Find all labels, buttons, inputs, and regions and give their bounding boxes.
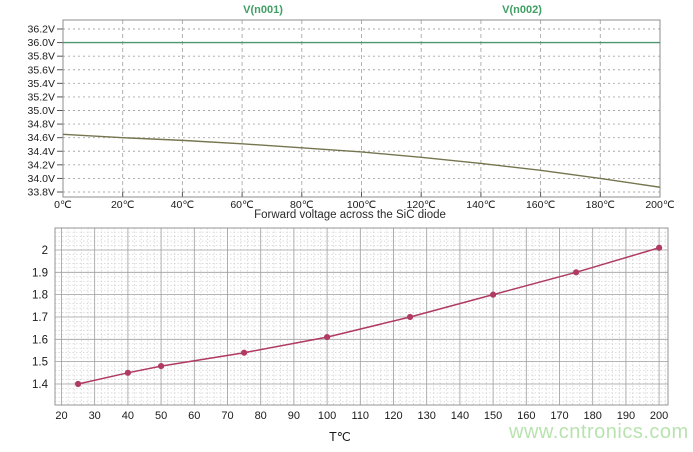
svg-text:20℃: 20℃ — [111, 199, 135, 211]
svg-text:30: 30 — [89, 410, 101, 422]
svg-text:1.7: 1.7 — [32, 312, 48, 324]
svg-text:36.0V: 36.0V — [28, 37, 55, 49]
svg-text:35.2V: 35.2V — [28, 91, 55, 103]
svg-text:35.8V: 35.8V — [28, 51, 55, 63]
svg-text:60: 60 — [188, 410, 200, 422]
svg-text:40℃: 40℃ — [171, 199, 195, 211]
svg-text:190: 190 — [617, 410, 635, 422]
svg-text:180℃: 180℃ — [586, 199, 616, 211]
svg-text:200℃: 200℃ — [645, 199, 675, 211]
bottom-chart-x-axis-label: T℃ — [329, 430, 351, 444]
svg-text:60℃: 60℃ — [230, 199, 254, 211]
svg-text:150: 150 — [484, 410, 502, 422]
svg-text:170: 170 — [550, 410, 568, 422]
svg-text:160: 160 — [517, 410, 535, 422]
svg-text:160℃: 160℃ — [526, 199, 556, 211]
svg-text:130: 130 — [418, 410, 436, 422]
svg-text:1.6: 1.6 — [32, 334, 48, 346]
bottom-chart-canvas: 20 30 40 50 60 70 80 90 100 110 120 130 140 150 160 170… — [32, 227, 669, 422]
svg-text:34.6V: 34.6V — [28, 132, 55, 144]
trace-label-vn002: V(n002) — [502, 4, 542, 16]
svg-text:34.8V: 34.8V — [28, 119, 55, 131]
svg-text:80℃: 80℃ — [290, 199, 314, 211]
svg-text:1.4: 1.4 — [32, 379, 49, 391]
svg-text:100℃: 100℃ — [347, 199, 377, 211]
svg-text:34.0V: 34.0V — [28, 173, 55, 185]
svg-text:120: 120 — [384, 410, 402, 422]
svg-text:80: 80 — [255, 410, 267, 422]
svg-text:90: 90 — [288, 410, 300, 422]
svg-text:33.8V: 33.8V — [28, 187, 55, 199]
svg-text:70: 70 — [221, 410, 233, 422]
svg-text:100: 100 — [318, 410, 336, 422]
trace-label-vn001: V(n001) — [243, 4, 283, 16]
svg-text:200: 200 — [650, 410, 668, 422]
svg-text:2: 2 — [42, 245, 48, 257]
svg-text:20: 20 — [55, 410, 67, 422]
svg-text:140℃: 140℃ — [466, 199, 496, 211]
svg-text:1.5: 1.5 — [32, 357, 48, 369]
svg-text:120℃: 120℃ — [407, 199, 437, 211]
svg-text:140: 140 — [451, 410, 469, 422]
svg-text:34.4V: 34.4V — [28, 146, 55, 158]
svg-text:35.0V: 35.0V — [28, 105, 55, 117]
svg-text:50: 50 — [155, 410, 167, 422]
bottom-chart-title: Forward voltage across the SiC diode — [254, 209, 446, 221]
svg-text:40: 40 — [122, 410, 134, 422]
svg-text:1.8: 1.8 — [32, 290, 48, 302]
svg-text:110: 110 — [352, 410, 370, 422]
svg-text:34.2V: 34.2V — [28, 159, 55, 171]
svg-text:0℃: 0℃ — [54, 199, 72, 211]
svg-text:180: 180 — [584, 410, 602, 422]
svg-text:36.2V: 36.2V — [28, 24, 55, 36]
watermark-text: www.cntronics.com — [509, 421, 689, 443]
svg-text:35.6V: 35.6V — [28, 64, 55, 76]
svg-text:1.9: 1.9 — [32, 267, 48, 279]
svg-text:35.4V: 35.4V — [28, 78, 55, 90]
